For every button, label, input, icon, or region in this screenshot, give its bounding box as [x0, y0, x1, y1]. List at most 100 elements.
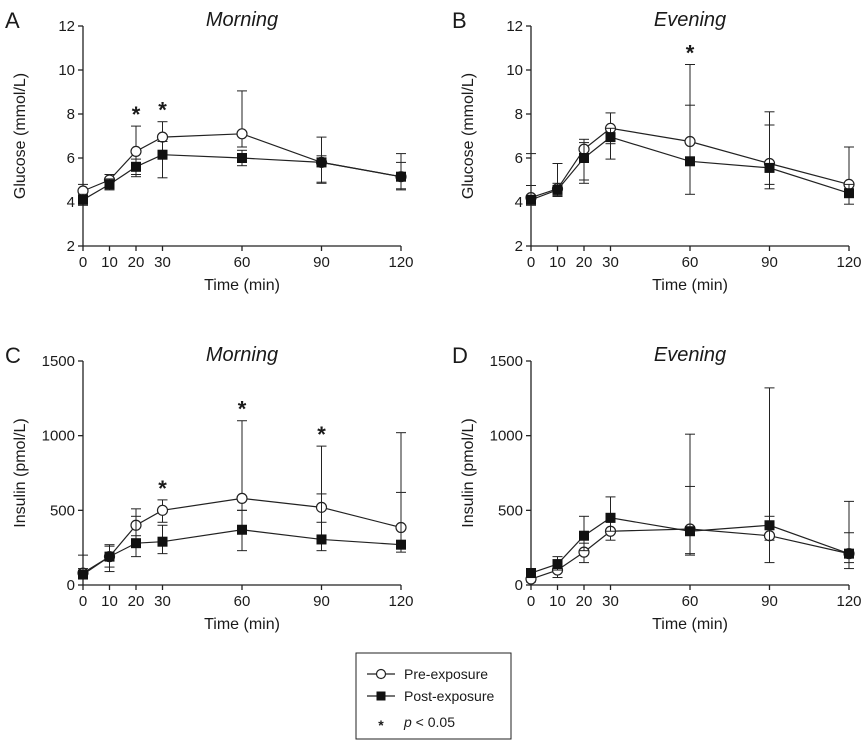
y-tick-label: 8: [67, 106, 75, 123]
significance-marker: *: [686, 41, 695, 66]
legend-threshold: < 0.05: [412, 714, 455, 730]
y-axis-label: Insulin (pmol/L): [12, 418, 29, 527]
x-tick-label: 20: [128, 254, 145, 271]
data-point-circle: [236, 492, 248, 504]
legend-label: Pre-exposure: [404, 666, 488, 682]
data-point-circle: [156, 504, 169, 516]
x-tick-label: 30: [602, 593, 619, 610]
x-tick-label: 90: [761, 593, 778, 610]
y-tick-label: 2: [515, 238, 523, 255]
x-tick-label: 30: [154, 593, 171, 610]
x-tick-label: 10: [549, 254, 566, 271]
y-tick-label: 500: [50, 502, 75, 519]
y-tick-label: 1500: [490, 353, 523, 370]
x-axis-label: Time (min): [204, 277, 280, 294]
data-point-square: [157, 536, 168, 547]
x-tick-label: 90: [313, 254, 330, 271]
data-point-square: [131, 538, 141, 549]
y-tick-label: 1000: [490, 428, 523, 445]
x-tick-label: 10: [549, 593, 566, 610]
y-tick-label: 4: [515, 194, 523, 211]
y-tick-label: 1500: [42, 353, 75, 370]
y-tick-label: 8: [515, 106, 523, 123]
x-tick-label: 120: [388, 593, 413, 610]
significance-marker: *: [317, 422, 326, 447]
series-post-exposure: [78, 491, 406, 580]
panel-title: Evening: [654, 9, 726, 31]
panel-letter: D: [452, 343, 468, 368]
significance-marker: *: [158, 476, 167, 501]
y-axis-label: Glucose (mmol/L): [12, 73, 29, 199]
x-tick-label: 120: [836, 254, 861, 271]
data-point-square: [157, 149, 168, 160]
legend-significance-symbol: *: [378, 717, 384, 733]
data-point-square: [685, 156, 695, 167]
y-tick-label: 0: [515, 577, 523, 594]
x-tick-label: 0: [527, 254, 535, 271]
data-point-square: [526, 568, 536, 579]
y-tick-label: 2: [67, 238, 75, 255]
data-point-square: [844, 188, 854, 199]
significance-marker: *: [238, 397, 247, 422]
data-point-square: [104, 179, 115, 190]
data-point-square: [78, 194, 88, 205]
y-tick-label: 4: [67, 194, 75, 211]
panel-letter: A: [5, 8, 20, 33]
legend-label: Post-exposure: [404, 688, 494, 704]
data-point-square: [605, 512, 616, 523]
series-pre-exposure: [77, 420, 407, 579]
x-tick-label: 20: [128, 593, 145, 610]
chart-panel-d: D Evening 0 500 1000 1500 0 10 20 30 60 90 120 Time (…: [452, 343, 862, 633]
panel-title: Evening: [654, 344, 726, 366]
data-point-square: [316, 534, 327, 545]
series-post-exposure: [526, 104, 854, 206]
panel-title: Morning: [206, 9, 278, 31]
panel-letter: C: [5, 343, 21, 368]
y-tick-label: 6: [67, 150, 75, 167]
data-point-square: [526, 194, 536, 205]
x-tick-label: 0: [527, 593, 535, 610]
x-axis-label: Time (min): [652, 616, 728, 633]
data-point-square: [552, 559, 563, 570]
x-tick-label: 60: [234, 593, 251, 610]
significance-marker: *: [132, 102, 141, 127]
data-point-square: [764, 520, 775, 531]
data-point-square: [579, 153, 589, 163]
y-tick-label: 12: [506, 18, 523, 35]
x-axis-label: Time (min): [652, 277, 728, 294]
x-tick-label: 30: [602, 254, 619, 271]
panel-letter: B: [452, 8, 467, 33]
data-point-circle: [130, 145, 142, 157]
x-tick-label: 60: [234, 254, 251, 271]
x-tick-label: 0: [79, 593, 87, 610]
legend: Pre-exposure Post-exposure * p < 0.05: [355, 652, 512, 740]
legend-p-symbol: p: [403, 714, 412, 730]
x-tick-label: 0: [79, 254, 87, 271]
y-tick-label: 1000: [42, 428, 75, 445]
x-tick-label: 20: [576, 593, 593, 610]
y-tick-label: 10: [58, 62, 75, 79]
x-tick-label: 120: [836, 593, 861, 610]
series-post-exposure: [526, 485, 854, 579]
data-point-square: [764, 162, 775, 173]
data-point-square: [844, 548, 854, 559]
significance-marker: *: [158, 98, 167, 123]
data-point-square: [237, 524, 247, 535]
data-point-square: [237, 153, 247, 163]
panel-title: Morning: [206, 344, 278, 366]
y-tick-label: 0: [67, 577, 75, 594]
x-tick-label: 90: [761, 254, 778, 271]
x-tick-label: 60: [682, 254, 699, 271]
data-point-square: [78, 569, 88, 580]
y-tick-label: 12: [58, 18, 75, 35]
legend-marker-square: [376, 691, 386, 701]
data-point-circle: [236, 128, 248, 140]
data-point-square: [579, 530, 589, 541]
series-post-exposure: [78, 141, 406, 206]
data-point-square: [605, 132, 616, 143]
y-tick-label: 500: [498, 502, 523, 519]
